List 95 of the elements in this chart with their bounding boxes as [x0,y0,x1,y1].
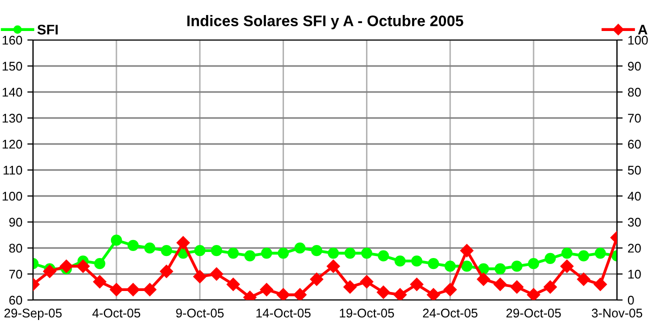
point [578,250,590,262]
point [376,286,390,299]
y-tick-label: 160 [2,36,22,45]
point [110,283,124,296]
point [194,245,206,256]
point [278,248,289,259]
point [210,267,224,281]
y-tick-label: 80 [9,244,22,253]
point [328,248,339,259]
y2-tick-label: 0 [628,296,634,305]
point [226,278,240,291]
point [560,260,574,273]
legend-label: A [638,24,648,34]
point [293,288,307,300]
point [126,283,140,296]
point [544,252,556,264]
x-tick-label: 29-Sep-05 [4,308,62,320]
point [160,245,172,256]
point [361,248,372,259]
y2-tick-label: 30 [628,218,641,227]
point [528,258,540,270]
point [411,255,422,267]
chart-title: Indices Solares SFI y A - Octubre 2005 [187,15,464,30]
point [143,283,156,296]
point [476,272,490,286]
y2-tick-label: 40 [628,192,641,201]
point [594,278,607,291]
y2-tick-label: 20 [628,244,641,253]
x-tick-label: 24-Oct-05 [422,308,478,318]
point [594,248,606,259]
point [76,260,90,273]
point [494,278,507,291]
y-tick-label: 90 [9,218,22,227]
point [110,234,122,246]
point [244,250,256,262]
y2-tick-label: 50 [628,166,641,175]
point [128,240,139,251]
y-tick-label: 130 [2,114,22,123]
point [378,250,389,262]
point [228,248,239,259]
point [311,245,322,256]
x-tick-label: 19-Oct-05 [340,308,394,318]
y2-tick-label: 100 [628,36,648,45]
point [326,260,340,273]
point [176,236,190,250]
point [360,275,374,288]
point [511,260,522,272]
y2-tick-label: 90 [628,62,641,71]
x-tick-label: 29-Oct-05 [506,308,561,318]
point [94,258,106,270]
point [193,270,206,284]
y2-tick-label: 60 [628,140,641,149]
y-tick-label: 120 [2,140,22,149]
y-tick-label: 140 [2,88,22,97]
point [343,280,357,294]
y-tick-label: 150 [2,62,22,71]
x-tick-label: 9-Oct-05 [176,308,224,318]
point [461,260,472,272]
point [160,264,174,278]
point [577,272,590,286]
point [510,280,524,294]
legend-label: SFI [37,24,58,35]
point [261,248,272,259]
point [43,264,56,278]
point [444,260,456,272]
point [294,242,306,254]
point [494,263,506,274]
x-tick-label: 4-Oct-05 [92,308,140,318]
x-tick-label: 3-Nov-05 [592,308,642,318]
x-tick-label: 14-Oct-05 [256,308,311,318]
point [561,248,572,259]
point [544,280,557,294]
y2-tick-label: 80 [628,88,641,97]
y2-tick-label: 70 [628,114,641,123]
point [426,288,440,300]
point [276,288,290,300]
point [93,275,106,288]
y-tick-label: 60 [9,296,22,305]
y2-tick-label: 10 [628,270,641,279]
point [410,278,424,291]
y-tick-label: 110 [4,166,22,175]
point [210,245,222,256]
point [428,258,440,270]
point [144,242,156,254]
point [394,288,407,300]
point [260,283,274,296]
y-tick-label: 70 [9,270,22,279]
point [444,283,457,296]
point [344,248,356,259]
point [394,255,406,267]
point [460,244,474,258]
point [526,288,540,300]
y-tick-label: 100 [2,192,22,201]
point [310,272,324,286]
point [60,260,73,273]
